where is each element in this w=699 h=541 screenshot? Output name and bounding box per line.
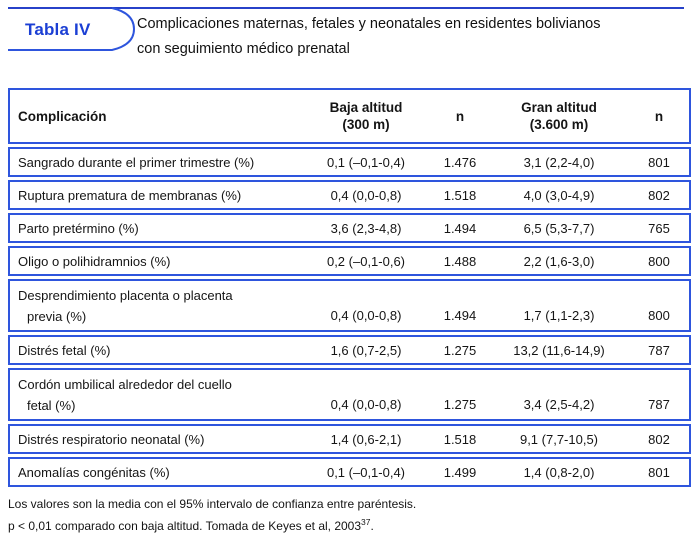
cell-n-gran: 802 xyxy=(648,187,670,203)
row-label-line2: fetal (%) xyxy=(27,397,76,413)
column-header-baja-altitud: Baja altitud (300 m) xyxy=(301,90,431,142)
column-header-n-gran: n xyxy=(629,90,689,142)
table-row: Anomalías congénitas (%) 0,1 (–0,1-0,4) … xyxy=(8,457,691,487)
column-header-complication: Complicación xyxy=(10,90,301,142)
row-label-line1: Distrés respiratorio neonatal (%) xyxy=(18,431,205,447)
row-label-line1: Cordón umbilical alrededor del cuello xyxy=(18,376,232,392)
row-label-line1: Desprendimiento placenta o placenta xyxy=(18,287,233,303)
cell-n-baja: 1.476 xyxy=(443,154,477,170)
cell-baja-altitud-value: 0,1 (–0,1-0,4) xyxy=(326,154,406,170)
row-label-line2: previa (%) xyxy=(27,308,87,324)
cell-complication: Cordón umbilical alrededor del cuello fe… xyxy=(10,370,301,419)
table-row: Cordón umbilical alrededor del cuello fe… xyxy=(8,368,691,421)
cell-complication: Anomalías congénitas (%) xyxy=(10,459,301,485)
footnote-line2-text: p < 0,01 comparado con baja altitud. Tom… xyxy=(8,518,362,533)
column-header-baja-line2: (300 m) xyxy=(342,117,390,132)
cell-n-gran: 802 xyxy=(648,431,670,447)
row-label-line1: Parto pretérmino (%) xyxy=(18,220,139,236)
cell-n-baja: 1.494 xyxy=(443,308,477,323)
cell-n-baja: 1.275 xyxy=(443,397,477,412)
cell-baja-altitud-value: 1,4 (0,6-2,1) xyxy=(330,431,402,447)
table-badge-ornament xyxy=(8,7,136,51)
cell-baja-altitud-value: 0,1 (–0,1-0,4) xyxy=(326,464,406,480)
footnote-citation-superscript: 37 xyxy=(361,516,371,527)
cell-baja-altitud-value: 3,6 (2,3-4,8) xyxy=(330,220,402,236)
cell-complication: Parto pretérmino (%) xyxy=(10,215,301,241)
cell-n-baja: 1.518 xyxy=(443,431,477,447)
cell-n-gran: 787 xyxy=(648,342,670,358)
cell-n-gran: 800 xyxy=(648,253,670,269)
cell-baja-altitud-value: 0,4 (0,0-0,8) xyxy=(330,187,402,203)
table-row: Sangrado durante el primer trimestre (%)… xyxy=(8,147,691,177)
cell-complication: Oligo o polihidramnios (%) xyxy=(10,248,301,274)
cell-n-gran: 801 xyxy=(648,464,670,480)
column-header-complication-label: Complicación xyxy=(18,108,107,124)
cell-n-baja: 1.494 xyxy=(443,220,477,236)
column-header-baja-line1: Baja altitud xyxy=(329,100,403,115)
footnotes: Los valores son la media con el 95% inte… xyxy=(8,496,688,535)
table-row: Desprendimiento placenta o placenta prev… xyxy=(8,279,691,332)
row-label-line1: Oligo o polihidramnios (%) xyxy=(18,253,171,269)
table-title: Complicaciones maternas, fetales y neona… xyxy=(137,12,693,62)
cell-complication: Sangrado durante el primer trimestre (%) xyxy=(10,149,301,175)
cell-complication: Distrés respiratorio neonatal (%) xyxy=(10,426,301,452)
cell-complication: Ruptura prematura de membranas (%) xyxy=(10,182,301,208)
cell-gran-altitud-value: 1,7 (1,1-2,3) xyxy=(523,308,595,323)
cell-gran-altitud-value: 6,5 (5,3-7,7) xyxy=(523,220,595,236)
cell-gran-altitud-value: 4,0 (3,0-4,9) xyxy=(523,187,595,203)
row-label-line1: Ruptura prematura de membranas (%) xyxy=(18,187,242,203)
table-title-line1: Complicaciones maternas, fetales y neona… xyxy=(137,16,601,32)
row-label-line1: Anomalías congénitas (%) xyxy=(18,464,170,480)
table-header-row: Complicación Baja altitud (300 m) n Gran… xyxy=(8,88,691,144)
column-header-gran-line1: Gran altitud xyxy=(521,100,597,115)
table-badge-label: Tabla IV xyxy=(25,20,91,39)
table-row: Distrés fetal (%) 1,6 (0,7-2,5) 1.275 13… xyxy=(8,335,691,365)
cell-gran-altitud-value: 3,4 (2,5-4,2) xyxy=(523,397,595,412)
cell-complication: Distrés fetal (%) xyxy=(10,337,301,363)
cell-n-gran: 787 xyxy=(648,397,670,412)
table-row: Parto pretérmino (%) 3,6 (2,3-4,8) 1.494… xyxy=(8,213,691,243)
table-title-line2: con seguimiento médico prenatal xyxy=(137,41,350,57)
column-header-gran-altitud: Gran altitud (3.600 m) xyxy=(489,90,629,142)
cell-n-baja: 1.488 xyxy=(443,253,477,269)
complications-table: Complicación Baja altitud (300 m) n Gran… xyxy=(8,88,691,487)
cell-gran-altitud-value: 1,4 (0,8-2,0) xyxy=(523,464,595,480)
cell-gran-altitud-value: 13,2 (11,6-14,9) xyxy=(513,342,605,358)
cell-baja-altitud-value: 0,2 (–0,1-0,6) xyxy=(326,253,406,269)
cell-baja-altitud-value: 1,6 (0,7-2,5) xyxy=(330,342,402,358)
cell-gran-altitud-value: 3,1 (2,2-4,0) xyxy=(523,154,595,170)
column-header-gran-line2: (3.600 m) xyxy=(529,117,589,132)
cell-complication: Desprendimiento placenta o placenta prev… xyxy=(10,281,301,330)
cell-n-gran: 765 xyxy=(648,220,670,236)
cell-n-baja: 1.499 xyxy=(443,464,477,480)
cell-gran-altitud-value: 9,1 (7,7-10,5) xyxy=(519,431,599,447)
footnote-line2-period: . xyxy=(370,518,374,533)
cell-n-baja: 1.275 xyxy=(443,342,477,358)
cell-n-gran: 801 xyxy=(648,154,670,170)
table-row: Oligo o polihidramnios (%) 0,2 (–0,1-0,6… xyxy=(8,246,691,276)
top-divider-rule xyxy=(8,7,684,9)
cell-gran-altitud-value: 2,2 (1,6-3,0) xyxy=(523,253,595,269)
column-header-n-gran-label: n xyxy=(654,108,664,124)
cell-n-baja: 1.518 xyxy=(443,187,477,203)
table-row: Ruptura prematura de membranas (%) 0,4 (… xyxy=(8,180,691,210)
footnote-line1: Los valores son la media con el 95% inte… xyxy=(8,497,417,511)
column-header-n-baja-label: n xyxy=(455,108,465,124)
table-row: Distrés respiratorio neonatal (%) 1,4 (0… xyxy=(8,424,691,454)
footnote-line2: p < 0,01 comparado con baja altitud. Tom… xyxy=(8,514,688,536)
row-label-line1: Distrés fetal (%) xyxy=(18,342,111,358)
cell-n-gran: 800 xyxy=(648,308,670,323)
cell-baja-altitud-value: 0,4 (0,0-0,8) xyxy=(330,397,402,412)
cell-baja-altitud-value: 0,4 (0,0-0,8) xyxy=(330,308,402,323)
row-label-line1: Sangrado durante el primer trimestre (%) xyxy=(18,154,255,170)
column-header-n-baja: n xyxy=(431,90,489,142)
